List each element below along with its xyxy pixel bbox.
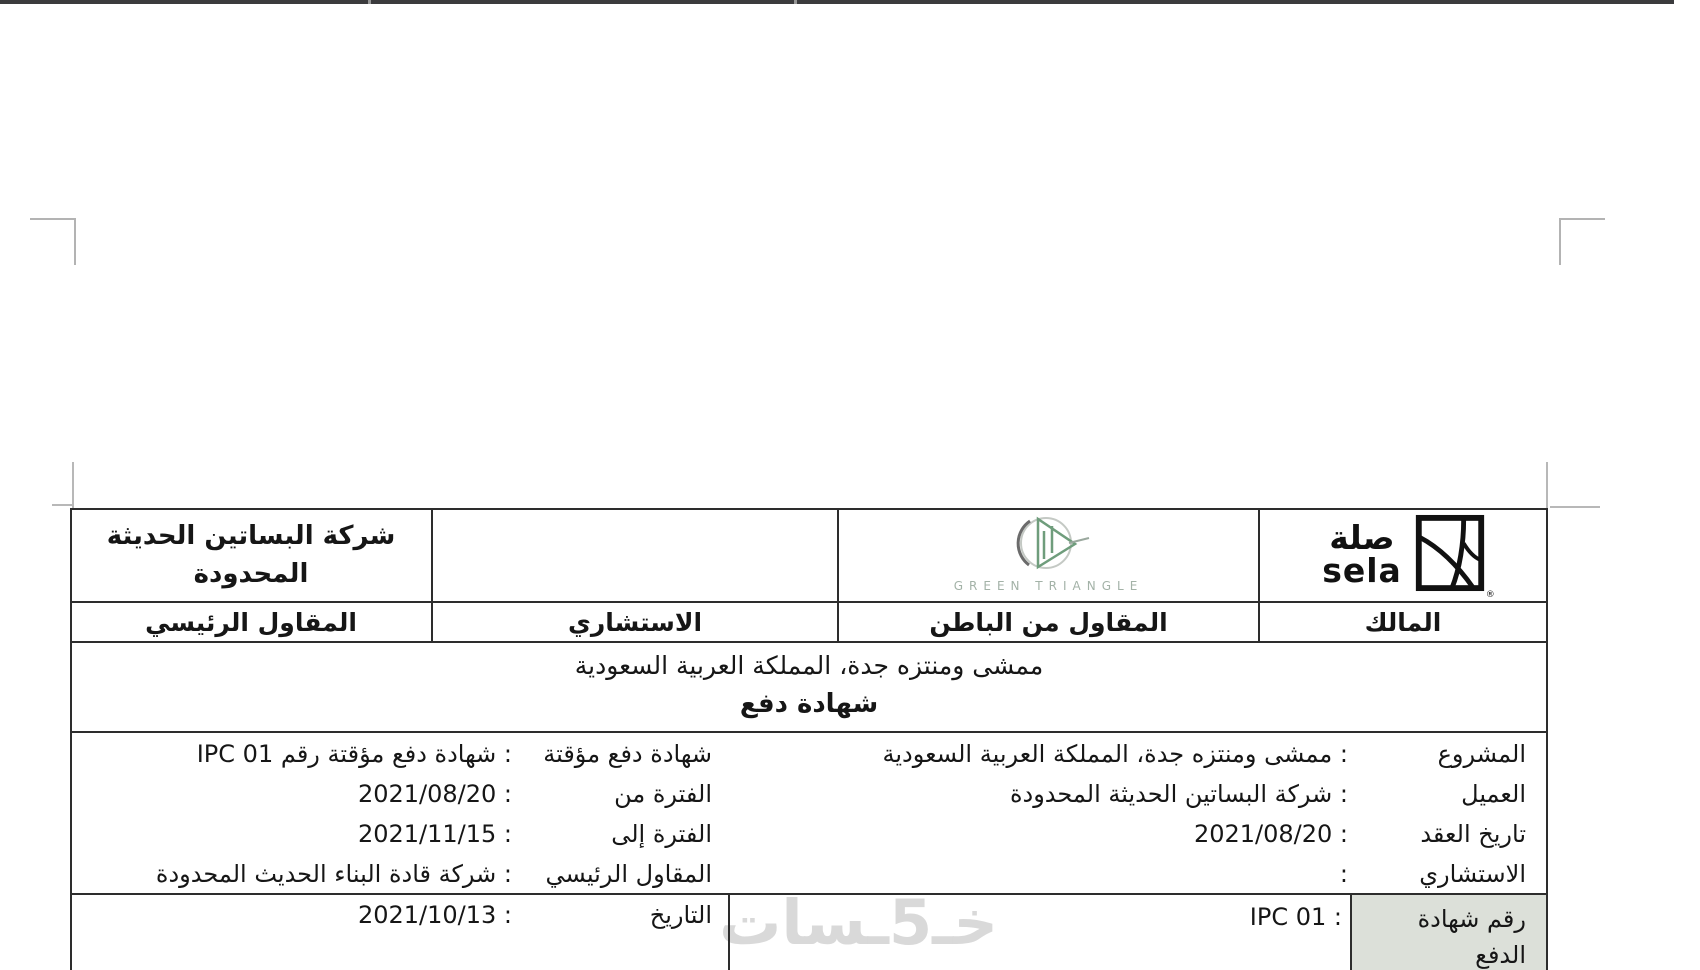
detail-value: : ممشى ومنتزه جدة، المملكة العربية السعو…	[882, 740, 1349, 768]
detail-label: الفترة إلى	[611, 820, 712, 848]
company-name-line2: المحدودة	[193, 559, 309, 589]
certificate-title-cell: ممشى ومنتزه جدة، المملكة العربية السعودي…	[72, 648, 1546, 730]
detail-value: : شركة قادة البناء الحديث المحدودة	[155, 860, 512, 888]
crop-mark-right-vertical	[1559, 218, 1561, 265]
page-divider-line	[0, 0, 1674, 4]
detail-row-contract-date: تاريخ العقد : 2021/08/20	[840, 814, 1546, 854]
table-grid-line	[70, 893, 1548, 895]
details-left-group: شهادة دفع مؤقتة : شهادة دفع مؤقتة رقم 01…	[72, 734, 840, 894]
detail-label: تاريخ العقد	[1420, 820, 1526, 848]
role-consultant: الاستشاري	[567, 607, 703, 637]
detail-value: : 2021/10/13	[357, 901, 512, 929]
divider-seam	[794, 0, 797, 4]
registered-trademark-icon: ®	[1485, 590, 1495, 600]
detail-value: : 2021/08/20	[357, 780, 512, 808]
divider-seam	[368, 0, 371, 4]
crop-mark-left-vertical	[74, 218, 76, 265]
green-triangle-logo: GREEN TRIANGLE	[839, 508, 1258, 600]
table-grid-line	[431, 508, 433, 643]
detail-label: المقاول الرئيسي	[545, 860, 712, 888]
table-grid-line	[1350, 893, 1352, 970]
payment-cert-label-line1: رقم شهادة	[1417, 905, 1526, 933]
payment-cert-label-line2: الدفع	[1475, 941, 1526, 969]
table-grid-line	[837, 508, 839, 643]
detail-label: شهادة دفع مؤقتة	[543, 740, 712, 768]
table-extension-mark	[1550, 506, 1600, 508]
role-owner: المالك	[1364, 607, 1442, 637]
green-triangle-icon	[999, 515, 1099, 577]
detail-row-project: المشروع : ممشى ومنتزه جدة، المملكة العرب…	[840, 734, 1546, 774]
detail-row-main-contractor: المقاول الرئيسي : شركة قادة البناء الحدي…	[72, 854, 840, 894]
certificate-title: شهادة دفع	[739, 689, 879, 719]
detail-label: العميل	[1461, 780, 1526, 808]
detail-value: :	[1339, 860, 1348, 888]
table-grid-line	[728, 893, 730, 970]
table-grid-line	[70, 731, 1548, 733]
table-grid-line	[70, 508, 72, 970]
detail-value: : شهادة دفع مؤقتة رقم 01 IPC	[196, 740, 512, 768]
table-extension-mark	[52, 504, 72, 506]
payment-cert-number-label-cell: رقم شهادة الدفع	[1352, 895, 1546, 970]
detail-row-date: التاريخ : 2021/10/13	[72, 893, 728, 937]
detail-label: الفترة من	[614, 780, 712, 808]
sela-latin-wordmark: sela	[1322, 551, 1402, 590]
detail-value: : شركة البساتين الحديثة المحدودة	[1009, 780, 1348, 808]
detail-value: : 2021/11/15	[357, 820, 512, 848]
table-grid-line	[70, 641, 1548, 643]
crop-mark-right-horizontal	[1559, 218, 1605, 220]
sela-logo: صلة sela ®	[1262, 510, 1546, 600]
role-main-contractor: المقاول الرئيسي	[145, 607, 357, 637]
detail-label: الاستشاري	[1419, 860, 1526, 888]
green-triangle-caption: GREEN TRIANGLE	[953, 579, 1144, 593]
sela-arabic-wordmark: صلة	[1329, 518, 1395, 557]
footer-date-cell: التاريخ : 2021/10/13	[72, 893, 728, 937]
sela-logo-text: صلة sela	[1322, 518, 1402, 590]
table-grid-line	[70, 601, 1548, 603]
project-location-line: ممشى ومنتزه جدة، المملكة العربية السعودي…	[574, 651, 1044, 680]
table-grid-line	[1258, 508, 1260, 643]
sela-square-icon: ®	[1414, 514, 1495, 600]
company-name-line1: شركة البساتين الحديثة	[106, 521, 396, 551]
role-subcontractor: المقاول من الباطن	[929, 607, 1168, 637]
detail-label: التاريخ	[649, 901, 712, 929]
detail-label: المشروع	[1437, 740, 1526, 768]
detail-value: : 2021/08/20	[1193, 820, 1348, 848]
table-grid-line	[1546, 508, 1548, 970]
detail-row-period-from: الفترة من : 2021/08/20	[72, 774, 840, 814]
table-extension-mark	[1546, 462, 1548, 508]
payment-cert-number-value: : 01 IPC	[1249, 903, 1342, 931]
khamsat-watermark: خـ5ـسات	[719, 886, 998, 959]
table-grid-line	[70, 508, 1548, 510]
details-right-group: المشروع : ممشى ومنتزه جدة، المملكة العرب…	[840, 734, 1546, 894]
crop-mark-left-horizontal	[30, 218, 76, 220]
detail-row-client: العميل : شركة البساتين الحديثة المحدودة	[840, 774, 1546, 814]
detail-row-consultant: الاستشاري :	[840, 854, 1546, 894]
table-extension-mark	[72, 462, 74, 508]
detail-row-interim-cert: شهادة دفع مؤقتة : شهادة دفع مؤقتة رقم 01…	[72, 734, 840, 774]
detail-row-period-to: الفترة إلى : 2021/11/15	[72, 814, 840, 854]
main-contractor-company-cell: شركة البساتين الحديثة المحدودة	[72, 510, 430, 600]
